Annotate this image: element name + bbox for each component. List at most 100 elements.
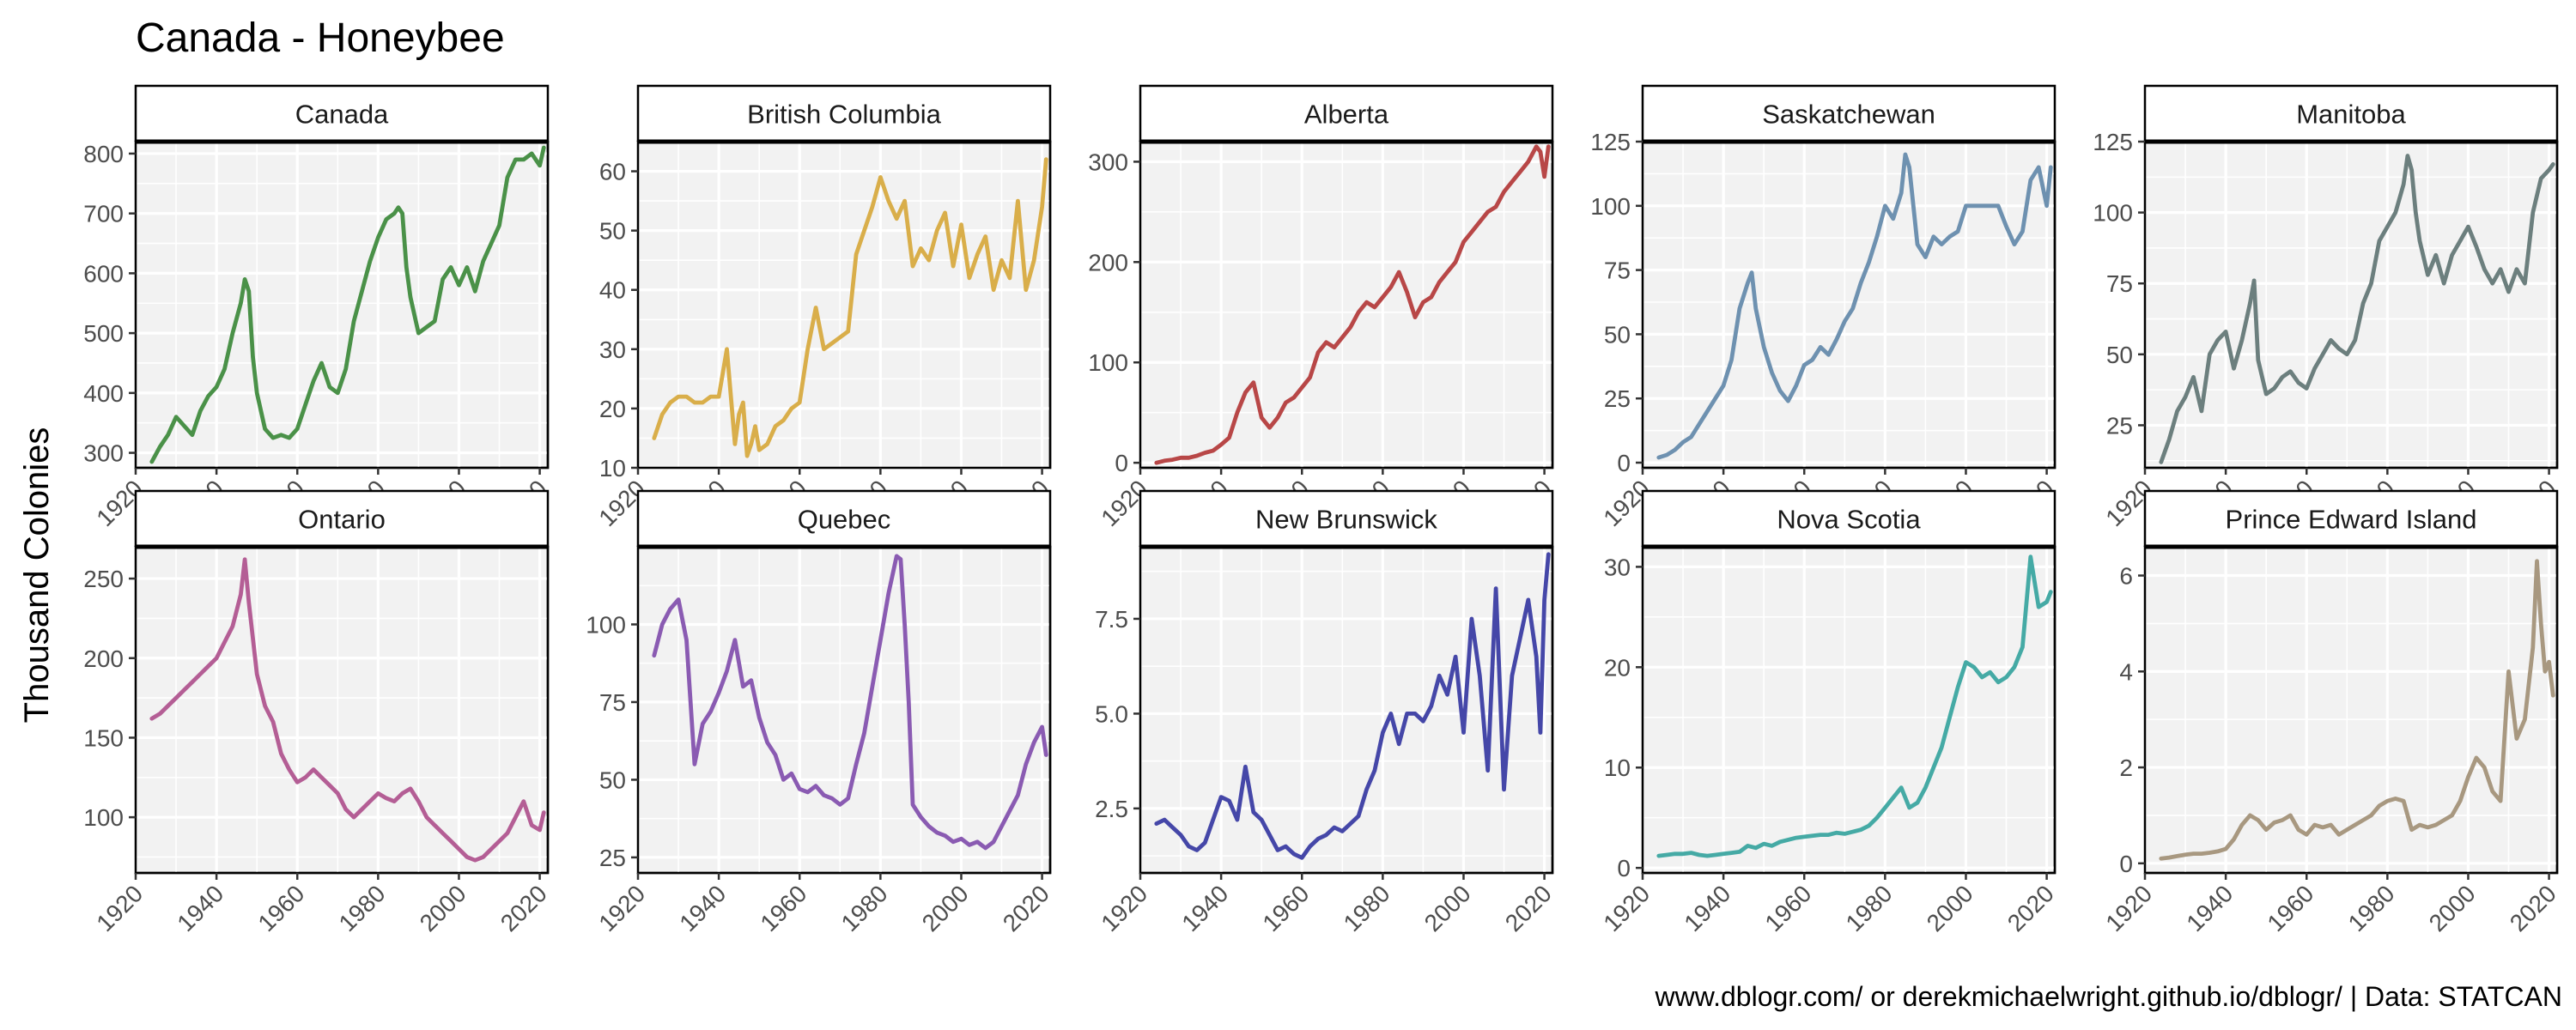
plot-area (636, 140, 1052, 470)
x-tick-label: 1980 (836, 880, 893, 936)
y-tick-label: 2 (2119, 754, 2133, 781)
y-tick-label: 150 (83, 724, 124, 751)
panel-ontario: Ontario 100 150 200 250 1920 1940 1960 1980 2000 2… (83, 489, 552, 936)
y-tick-label: 10 (599, 455, 626, 482)
x-tick-label: 2020 (2002, 880, 2059, 936)
plot-area (134, 545, 550, 875)
strip-label: Canada (295, 100, 389, 130)
strip-label: Quebec (798, 505, 891, 535)
x-tick-label: 1920 (1096, 880, 1152, 936)
x-tick-label: 1980 (1339, 880, 1395, 936)
x-tick-label: 2020 (1500, 880, 1557, 936)
y-tick-label: 25 (1604, 385, 1631, 412)
y-tick-label: 25 (599, 845, 626, 871)
y-tick-label: 600 (83, 260, 124, 287)
x-tick-label: 1940 (674, 880, 731, 936)
x-tick-label: 1960 (756, 880, 812, 936)
series-line-canada (149, 145, 546, 464)
plot-area (1139, 140, 1554, 470)
y-tick-label: 100 (83, 804, 124, 831)
chart-title: Canada - Honeybee (136, 15, 505, 61)
x-tick-label: 1960 (1258, 880, 1315, 936)
y-tick-label: 200 (83, 645, 124, 672)
x-tick-label: 1920 (2100, 880, 2157, 936)
y-tick-label: 75 (1604, 258, 1631, 284)
strip-label: Nova Scotia (1777, 505, 1921, 535)
y-tick-label: 40 (599, 277, 626, 304)
y-tick-label: 100 (1590, 193, 1631, 220)
y-tick-label: 50 (2106, 342, 2133, 368)
y-tick-label: 125 (2093, 129, 2133, 155)
strip-label: New Brunswick (1255, 505, 1437, 535)
y-tick-label: 500 (83, 320, 124, 347)
y-tick-label: 25 (2106, 412, 2133, 439)
y-tick-label: 4 (2119, 658, 2133, 685)
series-line-quebec (652, 554, 1048, 851)
strip-quebec (636, 489, 1052, 548)
y-tick-label: 20 (1604, 654, 1631, 681)
y-tick-label: 100 (2093, 200, 2133, 227)
plot-area (2143, 140, 2559, 470)
x-tick-label: 2000 (415, 880, 471, 936)
y-tick-label: 800 (83, 141, 124, 167)
panel-quebec: Quebec 25 50 75 100 1920 1940 1960 1980 2000 2020 (586, 489, 1054, 936)
y-tick-label: 200 (1088, 249, 1128, 276)
plot-area (1641, 545, 2057, 875)
x-tick-label: 1960 (253, 880, 310, 936)
y-tick-label: 700 (83, 201, 124, 227)
y-tick-label: 30 (599, 336, 626, 363)
caption: www.dblogr.com/ or derekmichaelwright.gi… (1655, 981, 2562, 1012)
x-tick-label: 1980 (2343, 880, 2400, 936)
x-tick-label: 1940 (1176, 880, 1233, 936)
series-line-saskatchewan (1656, 152, 2053, 460)
x-tick-label: 1920 (593, 880, 650, 936)
strip-label: Saskatchewan (1762, 100, 1935, 130)
strip-label: Manitoba (2296, 100, 2406, 130)
panel-british-columbia: British Columbia102030405060192019401960… (593, 84, 1054, 531)
y-tick-label: 2.5 (1095, 796, 1128, 822)
y-tick-label: 75 (2106, 270, 2133, 297)
x-tick-label: 1940 (2181, 880, 2238, 936)
y-tick-label: 50 (599, 218, 626, 245)
series-line-prince-edward-island (2159, 559, 2555, 861)
y-tick-label: 250 (83, 566, 124, 592)
series-line-manitoba (2159, 154, 2555, 464)
strip-label: Prince Edward Island (2226, 505, 2477, 535)
x-tick-label: 2020 (2505, 880, 2561, 936)
strip-new-brunswick (1139, 489, 1554, 548)
series-line-alberta (1154, 144, 1551, 465)
series-line-new-brunswick (1154, 552, 1551, 860)
plot-area (134, 140, 550, 470)
x-tick-label: 1980 (334, 880, 391, 936)
panel-prince-edward-island: Prince Edward Island 0 2 4 6 1920 1940 1960 1980… (2100, 489, 2561, 936)
x-tick-label: 1980 (1841, 880, 1898, 936)
strip-canada (134, 84, 550, 143)
y-tick-label: 300 (83, 440, 124, 467)
y-tick-label: 50 (1604, 321, 1631, 348)
strip-label: Alberta (1304, 100, 1389, 130)
x-tick-label: 1920 (1598, 880, 1655, 936)
y-tick-label: 0 (2119, 851, 2133, 877)
x-tick-label: 1960 (1760, 880, 1817, 936)
series-line-nova-scotia (1656, 554, 2053, 858)
x-tick-label: 2000 (2424, 880, 2481, 936)
strip-label: British Columbia (747, 100, 941, 130)
y-tick-label: 0 (1617, 855, 1631, 882)
y-tick-label: 0 (1617, 450, 1631, 476)
x-tick-label: 1920 (91, 880, 148, 936)
y-tick-label: 50 (599, 766, 626, 793)
y-tick-label: 125 (1590, 129, 1631, 155)
plot-area (636, 545, 1052, 875)
y-tick-label: 10 (1604, 754, 1631, 781)
y-tick-label: 100 (1088, 349, 1128, 376)
y-tick-label: 20 (599, 396, 626, 422)
strip-manitoba (2143, 84, 2559, 143)
panel-saskatchewan: Saskatchewan0255075100125192019401960198… (1590, 84, 2059, 531)
y-tick-label: 7.5 (1095, 606, 1128, 633)
y-tick-label: 0 (1115, 450, 1128, 476)
panel-nova-scotia: Nova Scotia 0 10 20 30 1920 1940 1960 1980 2000 20… (1598, 489, 2059, 936)
strip-nova-scotia (1641, 489, 2057, 548)
y-tick-label: 60 (599, 159, 626, 185)
x-tick-label: 2020 (495, 880, 552, 936)
